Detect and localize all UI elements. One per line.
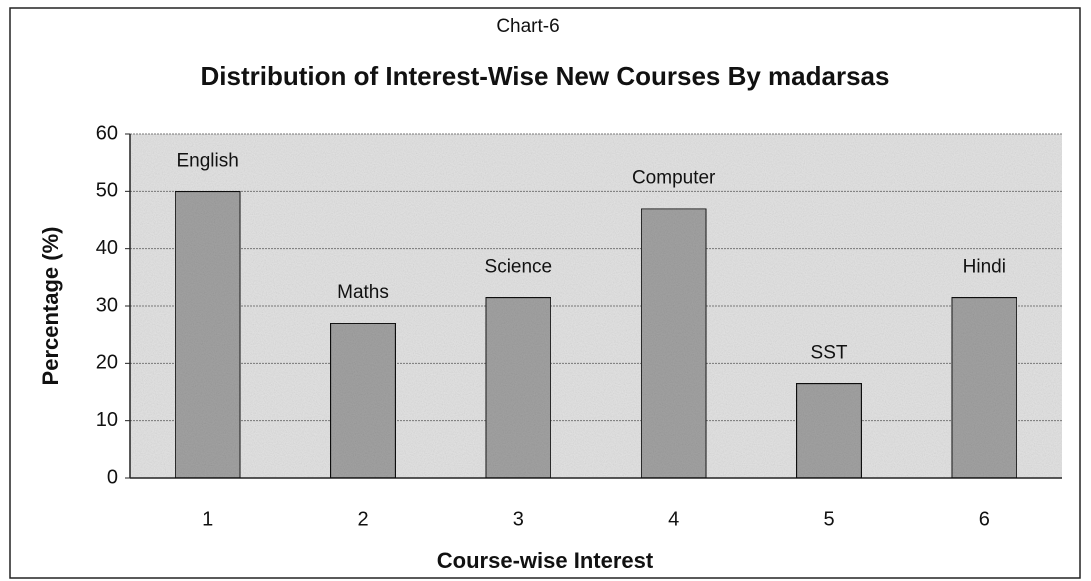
bar xyxy=(795,382,863,479)
y-tick-label: 60 xyxy=(96,122,118,144)
x-tick-label: 3 xyxy=(513,508,524,530)
y-tick-label: 40 xyxy=(96,237,118,259)
y-axis-label: Percentage (%) xyxy=(38,227,63,386)
y-tick-label: 0 xyxy=(107,466,118,488)
y-tick-label: 50 xyxy=(96,180,118,202)
bar-label: Maths xyxy=(337,282,389,303)
x-tick-label: 4 xyxy=(668,508,679,530)
bar-label: Hindi xyxy=(963,256,1006,277)
x-tick-label: 2 xyxy=(357,508,368,530)
y-tick-label: 10 xyxy=(96,409,118,431)
bar-label: English xyxy=(177,150,239,171)
x-axis-label: Course-wise Interest xyxy=(437,548,654,573)
bar-label: Science xyxy=(485,256,553,277)
x-tick-label: 6 xyxy=(979,508,990,530)
bar xyxy=(950,296,1018,479)
bar-label: SST xyxy=(811,342,848,363)
y-tick-label: 20 xyxy=(96,352,118,374)
bar xyxy=(484,296,552,479)
bar-label: Computer xyxy=(632,168,716,189)
x-tick-label: 5 xyxy=(823,508,834,530)
chart-title: Distribution of Interest-Wise New Course… xyxy=(201,61,890,91)
chart-caption: Chart-6 xyxy=(496,16,559,37)
bar xyxy=(640,207,708,479)
bar xyxy=(174,190,242,479)
x-tick-label: 1 xyxy=(202,508,213,530)
y-tick-label: 30 xyxy=(96,294,118,316)
bar xyxy=(329,322,397,479)
